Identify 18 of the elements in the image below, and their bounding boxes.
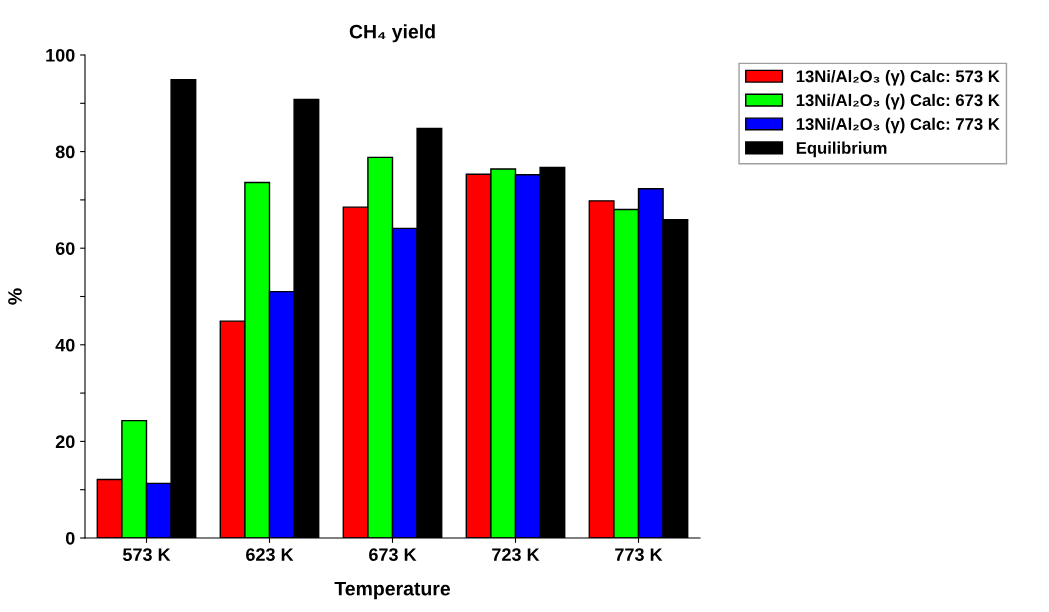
legend-label: 13Ni/Al₂O₃ (γ) Calc: 573 K: [796, 70, 1000, 86]
legend-label: 13Ni/Al₂O₃ (γ) Calc: 673 K: [796, 93, 1000, 110]
y-axis-title: %: [8, 288, 22, 305]
y-tick-label: 100: [46, 48, 75, 62]
legend-label: Equilibrium: [796, 141, 887, 158]
legend-label: 13Ni/Al₂O₃ (γ) Calc: 773 K: [796, 117, 1000, 134]
x-tick-label: 673 K: [369, 548, 417, 562]
x-tick-label: 623 K: [246, 548, 294, 562]
x-tick-label: 723 K: [492, 548, 540, 562]
x-tick-label: 773 K: [615, 548, 663, 562]
y-tick-label: 0: [65, 531, 75, 545]
y-tick-label: 40: [55, 338, 75, 352]
y-tick-label: 80: [55, 145, 75, 159]
y-tick-label: 60: [55, 242, 75, 255]
x-tick-label: 573 K: [122, 548, 171, 562]
x-axis-title: Temperature: [334, 581, 451, 600]
chart-title: CH₄ yield: [349, 24, 435, 43]
y-tick-label: 20: [55, 435, 75, 449]
